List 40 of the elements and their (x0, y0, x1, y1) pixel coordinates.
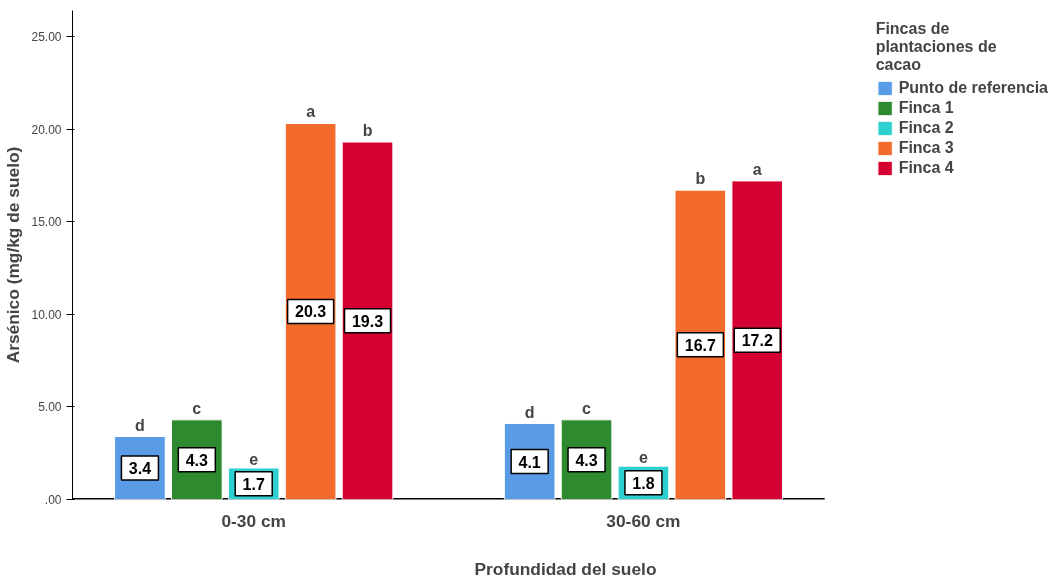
annotation: d (524, 403, 535, 421)
y-tick-label: 20.00 (31, 122, 62, 137)
legend-label: Finca 3 (898, 139, 954, 157)
data-label: 1.8 (632, 474, 655, 492)
legend-label: Finca 4 (898, 159, 954, 177)
data-label: 16.7 (684, 336, 717, 354)
bar (731, 180, 784, 500)
legend-label: Punto de referencia (898, 79, 1048, 97)
annotation: c (582, 399, 592, 417)
annotation: a (306, 103, 316, 121)
data-label: 17.2 (741, 332, 773, 350)
legend-label: Finca 1 (898, 99, 954, 117)
annotation: e (249, 451, 259, 469)
y-tick-label: .00 (44, 493, 62, 507)
y-tick-label: 10.00 (31, 307, 62, 322)
y-tick-label: 5.00 (38, 400, 62, 415)
y-tick-label: 15.00 (31, 215, 62, 230)
y-tick-label: 25.00 (31, 29, 62, 44)
x-axis-title: Profundidad del suelo (474, 558, 657, 579)
data-label: 3.4 (128, 460, 152, 478)
data-label: 4.3 (185, 451, 209, 469)
annotation: c (192, 399, 202, 417)
legend-label: Finca 2 (898, 119, 954, 137)
annotation: b (695, 170, 706, 188)
annotation: a (752, 160, 762, 178)
x-tick-label: 0-30 cm (221, 510, 286, 531)
bar (674, 189, 727, 500)
annotation: d (135, 416, 145, 434)
annotation: e (639, 449, 648, 467)
x-tick-label: 30-60 cm (606, 510, 681, 531)
legend-title: Fincas de plantaciones de cacao (875, 20, 998, 74)
data-label: 4.1 (518, 453, 541, 471)
bar (341, 141, 394, 500)
data-label: 20.3 (295, 303, 327, 321)
annotation: b (362, 122, 373, 140)
data-label: 19.3 (351, 312, 384, 330)
bar (284, 122, 337, 500)
data-label: 4.3 (575, 451, 598, 469)
y-axis-title: Arsénico (mg/kg de suelo) (3, 146, 24, 364)
data-label: 1.7 (242, 475, 265, 493)
